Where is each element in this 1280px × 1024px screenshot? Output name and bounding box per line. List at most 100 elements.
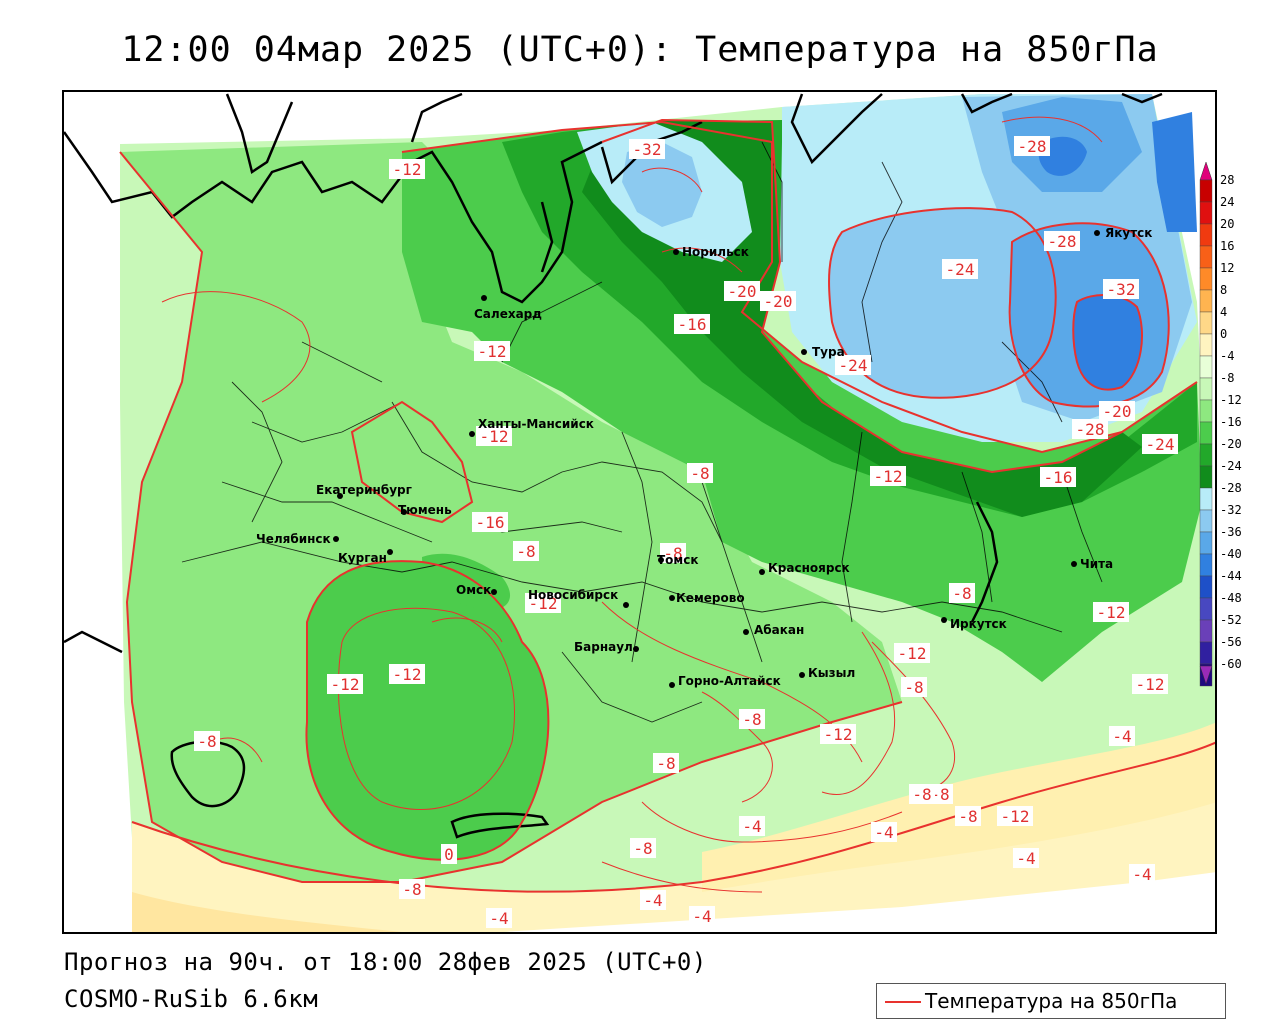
fill-zone-minus36-north — [1152, 112, 1197, 232]
city-label: Новосибирск — [528, 588, 618, 602]
isoline-label: -4 — [1112, 727, 1131, 746]
scale-tick-label: 8 — [1220, 283, 1227, 297]
isoline-label: -12 — [1136, 675, 1165, 694]
isoline-label-bg — [949, 583, 975, 603]
city-dot — [743, 629, 749, 635]
isoline-label: -8 — [742, 710, 761, 729]
isoline-label-bg — [997, 806, 1033, 826]
scale-cell — [1199, 421, 1213, 445]
city-dot — [1071, 561, 1077, 567]
isoline-label-bg — [689, 906, 715, 926]
isoline-label-bg — [1142, 434, 1178, 454]
isoline-label-bg — [472, 512, 508, 532]
scale-cell — [1199, 355, 1213, 379]
city-label: Салехард — [474, 307, 542, 321]
city-label: Горно-Алтайск — [678, 674, 781, 688]
city-dot — [1094, 230, 1100, 236]
isoline-label-bg — [513, 541, 539, 561]
isoline-label-bg — [909, 784, 935, 804]
isoline-label-bg — [399, 879, 425, 899]
isoline-label: -28 — [1076, 420, 1105, 439]
scale-cell — [1199, 179, 1213, 203]
city-label: Ханты-Мансийск — [478, 417, 594, 431]
isoline-label: -4 — [874, 823, 893, 842]
fill-zone-minus12-omsk — [422, 553, 511, 611]
isoline-label-bg — [870, 466, 906, 486]
city-dot — [669, 595, 675, 601]
isoline-label-bg — [1129, 864, 1155, 884]
scale-cell — [1199, 289, 1213, 313]
city-label: Челябинск — [256, 532, 331, 546]
temperature-map: -12 -32 -28 -28 -24 -20 -20 -16 -24 -32 -12 -12 -8 -1… — [64, 92, 1215, 932]
scale-cell — [1199, 509, 1213, 533]
fill-zone-minus32-yakutsk-core — [1038, 136, 1087, 176]
isoline-label-bg — [820, 724, 856, 744]
city-dot — [759, 569, 765, 575]
isoline-label: -28 — [1018, 137, 1047, 156]
scale-tick-label: 28 — [1220, 173, 1234, 187]
isoline-label-bg — [389, 159, 425, 179]
isoline-label: -12 — [529, 594, 558, 613]
fill-zone-minus24-minus28-ne — [829, 208, 1056, 398]
city-dot — [469, 431, 475, 437]
city-label: Екатеринбург — [316, 483, 412, 497]
isoline-label-bg — [1072, 419, 1108, 439]
city-label: Тура — [812, 345, 845, 359]
forecast-info: Прогноз на 90ч. от 18:00 28фев 2025 (UTC… — [64, 948, 707, 976]
city-label: Томск — [657, 553, 699, 567]
scale-cell — [1199, 267, 1213, 291]
isoline-label-bg — [835, 355, 871, 375]
scale-top-arrow — [1199, 161, 1213, 181]
fill-zone-0-plus4 — [132, 892, 402, 932]
isoline-label: -16 — [1044, 468, 1073, 487]
scale-tick-label: -12 — [1220, 393, 1242, 407]
isoline-label: -8 — [904, 678, 923, 697]
scale-cell — [1199, 619, 1213, 643]
isoline-label-bg — [525, 593, 561, 613]
scale-tick-label: -56 — [1220, 635, 1242, 649]
isoline-label-bg — [724, 281, 760, 301]
isoline-label: -12 — [1097, 603, 1126, 622]
city-dot — [658, 557, 664, 563]
scale-cell — [1199, 443, 1213, 467]
scale-tick-label: -48 — [1220, 591, 1242, 605]
scale-cell — [1199, 223, 1213, 247]
chart-title: 12:00 04мар 2025 (UTC+0): Температура на… — [121, 30, 1159, 70]
isoline-label-bg — [441, 844, 457, 864]
city-label: Абакан — [754, 623, 804, 637]
isoline-label-bg — [942, 259, 978, 279]
city-markers: Норильск Якутск Салехард Тура Ханты-Мансийск… — [256, 226, 1152, 688]
isoline-label-bg — [486, 908, 512, 928]
city-dot — [401, 509, 407, 515]
isoline-label: -8 — [633, 839, 652, 858]
scale-cells — [1199, 179, 1213, 687]
scale-cell — [1199, 201, 1213, 225]
isoline-label: -8 — [663, 544, 682, 563]
city-dot — [387, 549, 393, 555]
isoline-label: -8 — [930, 785, 949, 804]
scale-tick-label: 16 — [1220, 239, 1234, 253]
isoline-label: -8 — [912, 785, 931, 804]
scale-cell — [1199, 553, 1213, 577]
color-scale: 28 24 20 16 12 8 4 0 -4 -8 -12 -16 -20 -24 -28 -32 -36 -4… — [1199, 161, 1242, 687]
fill-zone-minus24-minus28-norilsk — [622, 142, 702, 227]
isoline-label-bg — [1103, 279, 1139, 299]
isoline-label-bg — [1132, 674, 1168, 694]
scale-tick-label: -36 — [1220, 525, 1242, 539]
isoline-label-bg — [901, 677, 927, 697]
isoline-label: -8 — [656, 754, 675, 773]
isoline-label: -4 — [742, 817, 761, 836]
isoline-label: -24 — [946, 260, 975, 279]
city-label: Норильск — [682, 245, 749, 259]
scale-cell — [1199, 465, 1213, 489]
isoline-label-bg — [474, 341, 510, 361]
isoline-label: -12 — [824, 725, 853, 744]
isoline-label-bg — [871, 822, 897, 842]
city-dot — [941, 617, 947, 623]
city-label: Кемерово — [676, 591, 745, 605]
scale-tick-label: -40 — [1220, 547, 1242, 561]
isoline-label: -16 — [678, 315, 707, 334]
isoline-label: -32 — [1107, 280, 1136, 299]
legend-label: Температура на 850гПа — [925, 989, 1178, 1013]
scale-tick-label: -32 — [1220, 503, 1242, 517]
